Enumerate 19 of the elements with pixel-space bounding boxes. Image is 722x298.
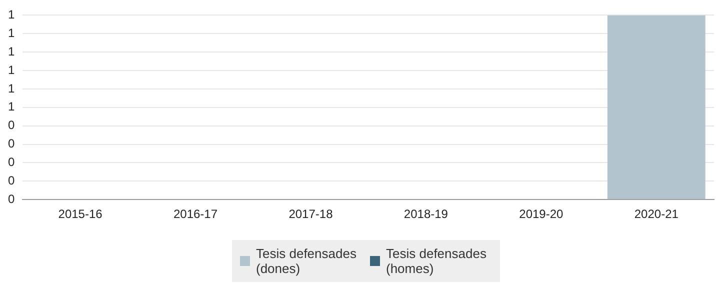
x-tick-label: 2019-20 (519, 207, 564, 222)
x-tick-label: 2018-19 (404, 207, 448, 222)
x-tick-label: 2017-18 (288, 207, 334, 222)
y-tick-label: 1 (8, 8, 15, 22)
y-tick-label: 0 (8, 155, 15, 170)
x-tick-label: 2015-16 (58, 207, 103, 222)
y-tick-label: 1 (8, 44, 15, 58)
y-tick-label: 0 (8, 192, 15, 206)
y-tick-label: 0 (8, 118, 15, 132)
y-tick-label: 0 (8, 173, 15, 188)
y-tick-label: 1 (8, 100, 15, 114)
y-tick-label: 1 (8, 62, 15, 77)
legend-label: Tesis defensades (dones) (256, 246, 358, 276)
y-tick-label: 1 (8, 26, 15, 40)
y-tick-label: 0 (8, 136, 15, 151)
x-tick-label: 2016-17 (173, 207, 218, 222)
y-tick-label: 1 (8, 81, 15, 96)
legend-label: Tesis defensades (homes) (386, 246, 488, 276)
x-tick-label: 2020-21 (634, 207, 679, 222)
